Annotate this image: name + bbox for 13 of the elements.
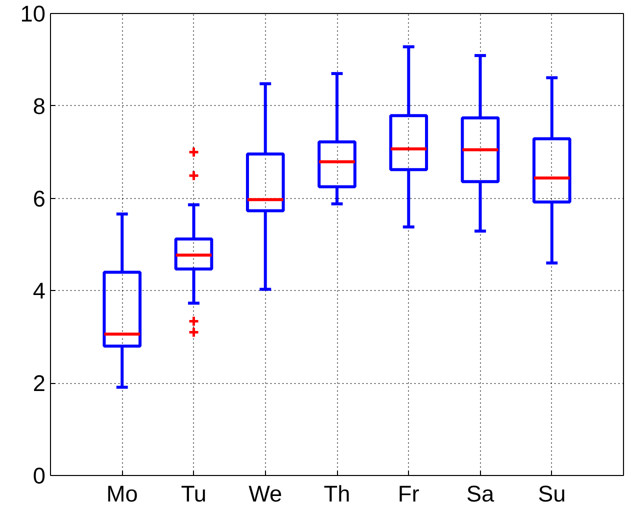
x-tick-label: Tu bbox=[180, 480, 207, 506]
x-tick-label: Mo bbox=[106, 480, 138, 506]
y-tick-label: 8 bbox=[32, 92, 46, 119]
x-tick-label: Sa bbox=[466, 480, 495, 506]
y-tick-label: 0 bbox=[32, 462, 46, 488]
y-tick-label: 4 bbox=[32, 278, 46, 304]
y-tick-label: 2 bbox=[32, 370, 46, 396]
x-tick-label: We bbox=[248, 480, 282, 506]
x-tick-label: Fr bbox=[398, 480, 420, 506]
y-tick-label: 6 bbox=[32, 185, 46, 212]
y-tick-label: 10 bbox=[20, 0, 46, 26]
x-tick-label: Th bbox=[324, 480, 350, 506]
x-tick-label: Su bbox=[538, 480, 566, 506]
